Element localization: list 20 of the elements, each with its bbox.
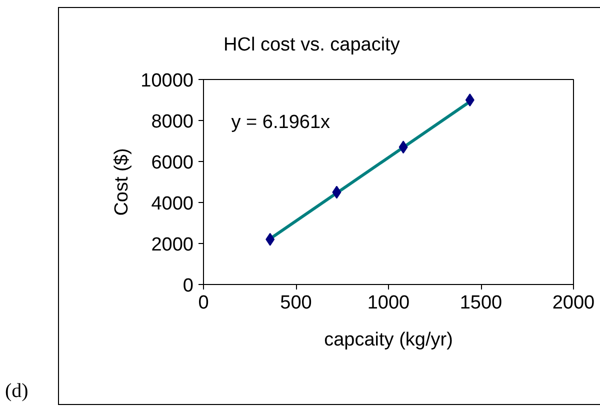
- chart-title: HCl cost vs. capacity: [224, 34, 400, 56]
- x-tick-label: 2000: [552, 292, 595, 314]
- point: [465, 94, 474, 106]
- point: [332, 186, 342, 199]
- x-tick-label: 500: [280, 292, 312, 314]
- y-tick-label: 4000: [151, 194, 194, 214]
- x-tick-label: 1000: [367, 292, 410, 314]
- y-tick-label: 2000: [151, 234, 194, 256]
- y-tick-label: 0: [182, 276, 194, 296]
- y-axis-title: Cost ($): [112, 148, 133, 216]
- y-tick-label: 8000: [151, 112, 194, 132]
- y-tick-label: 6000: [151, 152, 194, 174]
- x-tick-label: 1500: [460, 292, 502, 314]
- annotation: y = 6.1961x: [231, 112, 331, 134]
- y-tick-label: 10000: [140, 70, 194, 92]
- text: (d): [5, 379, 28, 404]
- point: [398, 140, 408, 154]
- point: [266, 232, 275, 246]
- x-axis-title: capcaity (kg/yr): [324, 330, 453, 350]
- x-tick-label: 0: [198, 292, 209, 314]
